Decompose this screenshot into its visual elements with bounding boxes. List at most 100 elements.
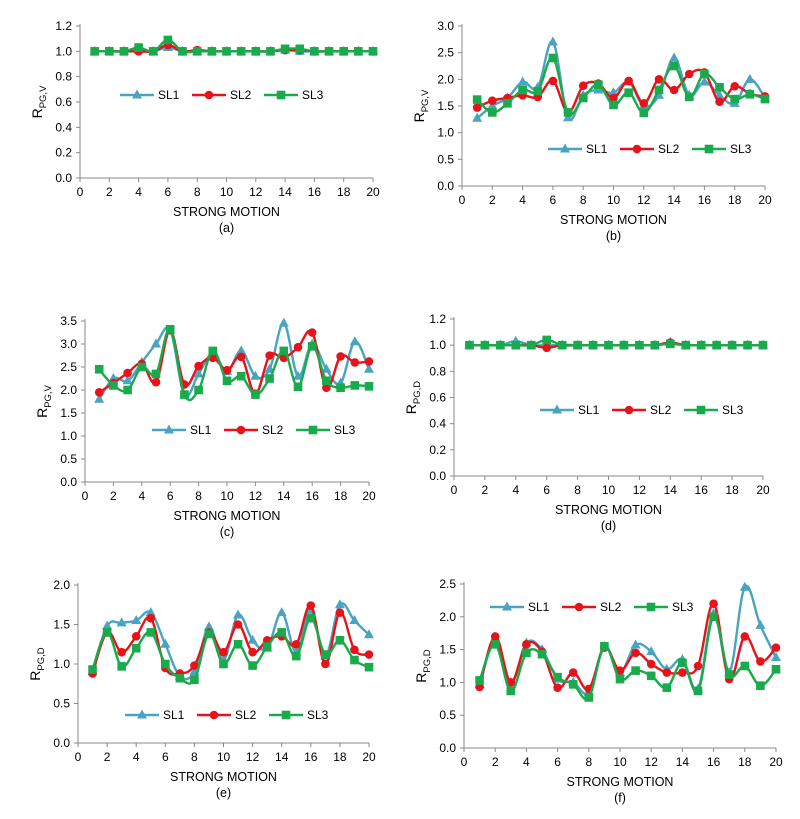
data-point-sl3 — [662, 683, 672, 692]
x-tick-label: 14 — [667, 193, 681, 207]
data-point-sl3 — [542, 335, 551, 345]
data-point-sl3 — [293, 382, 303, 392]
x-tick-label: 18 — [334, 489, 348, 503]
y-tick-label: 0.2 — [429, 443, 446, 457]
x-tick-label: 10 — [217, 750, 231, 764]
data-point-sl3 — [280, 44, 290, 54]
data-point-sl3 — [364, 382, 374, 391]
data-point-sl3 — [137, 362, 147, 372]
data-point-sl1 — [364, 629, 374, 639]
data-point-sl1 — [669, 52, 680, 62]
data-point-sl3 — [548, 53, 558, 63]
y-axis-symbol: R — [413, 673, 429, 683]
y-axis-symbol: R — [34, 408, 50, 418]
x-tick-label: 18 — [728, 193, 742, 207]
x-tick-label: 14 — [278, 185, 292, 199]
x-axis-title: STRONG MOTION — [173, 205, 280, 219]
data-point-sl3 — [295, 44, 305, 54]
x-tick-label: 2 — [492, 755, 499, 769]
data-point-sl3 — [588, 340, 598, 350]
data-point-sl3 — [639, 108, 649, 118]
data-point-sl3 — [553, 672, 562, 682]
data-point-sl3 — [600, 642, 609, 651]
data-point-sl1 — [630, 639, 641, 649]
data-point-sl3 — [756, 681, 765, 690]
data-point-sl3 — [190, 675, 199, 685]
data-point-sl3 — [654, 85, 664, 95]
data-point-sl3 — [743, 340, 752, 350]
data-point-sl1 — [193, 368, 204, 378]
data-point-sl3 — [573, 340, 582, 350]
data-point-sl3 — [681, 340, 691, 350]
data-point-sl3 — [669, 61, 679, 71]
y-axis-symbol: R — [411, 112, 427, 122]
data-point-sl2 — [336, 352, 345, 361]
y-tick-label: 1.0 — [60, 429, 77, 443]
data-point-sl3 — [279, 346, 289, 356]
x-tick-label: 4 — [135, 185, 142, 199]
data-point-sl1 — [203, 621, 214, 631]
data-point-sl3 — [490, 640, 500, 649]
legend-label-sl3: SL3 — [722, 403, 744, 417]
x-tick-label: 10 — [607, 193, 621, 207]
data-point-sl3 — [266, 47, 275, 56]
data-point-sl3 — [208, 346, 218, 356]
series-sl1 — [472, 36, 770, 122]
legend-marker-sl2 — [624, 405, 634, 415]
y-axis-title: RPG,V — [411, 89, 431, 122]
data-point-sl2 — [730, 81, 739, 91]
legend-marker-sl3 — [308, 425, 318, 435]
y-axis-symbol: R — [27, 671, 43, 681]
data-point-sl2 — [662, 668, 672, 677]
y-tick-label: 2.0 — [53, 578, 70, 592]
data-point-sl1 — [122, 375, 133, 385]
data-point-sl3 — [666, 339, 675, 349]
data-point-sl3 — [480, 340, 490, 350]
data-point-sl2 — [568, 668, 578, 677]
legend-marker-sl2 — [236, 425, 246, 435]
x-tick-label: 4 — [523, 755, 530, 769]
data-point-sl2 — [236, 352, 246, 362]
data-point-sl1 — [593, 84, 604, 94]
x-tick-label: 20 — [758, 193, 772, 207]
data-point-sl3 — [684, 92, 694, 102]
legend-marker-sl3 — [281, 710, 291, 720]
legend-label-sl1: SL1 — [528, 600, 550, 614]
x-tick-label: 18 — [738, 755, 752, 769]
data-point-sl3 — [339, 47, 348, 56]
x-tick-label: 6 — [165, 185, 172, 199]
y-tick-label: 0.0 — [55, 171, 72, 185]
data-point-sl1 — [472, 112, 483, 122]
y-tick-label: 0.6 — [55, 95, 72, 109]
data-point-sl3 — [324, 47, 334, 56]
x-tick-label: 6 — [543, 483, 550, 497]
legend-label-sl2: SL2 — [235, 708, 257, 722]
data-point-sl1 — [102, 620, 113, 630]
panel-caption: (f) — [614, 791, 626, 805]
data-point-sl3 — [233, 639, 243, 649]
x-tick-label: 6 — [162, 750, 169, 764]
data-point-sl2 — [548, 76, 558, 86]
x-tick-label: 2 — [489, 193, 496, 207]
x-tick-label: 12 — [645, 755, 659, 769]
data-point-sl3 — [604, 340, 613, 350]
y-axis-subscript: PG,D — [422, 649, 433, 672]
y-tick-label: 2.0 — [437, 72, 454, 86]
y-tick-label: 0.0 — [60, 475, 77, 489]
x-axis-title: STRONG MOTION — [174, 509, 281, 523]
data-point-sl3 — [335, 636, 345, 645]
data-point-sl2 — [709, 599, 718, 608]
data-point-sl3 — [248, 661, 257, 670]
data-point-sl3 — [178, 47, 187, 56]
data-point-sl3 — [180, 390, 189, 399]
data-point-sl3 — [631, 666, 640, 675]
data-point-sl1 — [349, 615, 360, 625]
y-tick-label: 0.5 — [53, 697, 70, 711]
data-point-sl2 — [219, 647, 228, 657]
x-tick-label: 2 — [110, 489, 117, 503]
data-point-sl3 — [146, 628, 156, 637]
data-point-sl3 — [475, 676, 484, 685]
legend-label-sl3: SL3 — [302, 88, 324, 102]
legend-marker-sl2 — [574, 602, 584, 612]
